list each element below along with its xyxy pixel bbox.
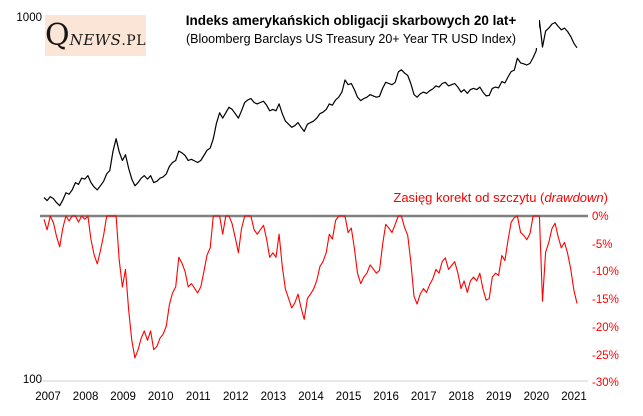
x-axis-tick: 2014	[298, 391, 324, 403]
x-axis-tick: 2010	[147, 391, 174, 403]
x-axis-tick: 2012	[223, 391, 249, 403]
y-axis-tick-top: 1000	[16, 12, 42, 24]
right-axis-tick: -25%	[592, 349, 619, 362]
right-axis-tick: -15%	[592, 294, 619, 307]
logo-q-letter: Q	[44, 18, 70, 53]
x-axis-tick: 2008	[72, 391, 99, 403]
right-axis-tick: -30%	[592, 377, 619, 390]
qnews-logo: Q NEWS .PL	[45, 15, 146, 56]
x-axis-tick: 2021	[561, 391, 587, 403]
x-axis-tick: 2020	[523, 391, 550, 403]
y-axis-tick-bottom: 100	[22, 374, 42, 386]
x-axis-tick: 2009	[110, 391, 136, 403]
drawdown-line-series	[43, 215, 578, 359]
right-axis-tick: -20%	[592, 321, 619, 334]
index-line-series	[43, 19, 578, 207]
right-axis-tick: 0%	[592, 211, 609, 223]
x-axis-tick: 2019	[486, 391, 512, 403]
drawdown-series-label: Zasięg korekt od szczytu (drawdown)	[325, 190, 608, 206]
x-axis-tick: 2007	[35, 391, 61, 403]
x-axis-tick: 2018	[448, 391, 475, 403]
logo-pl-text: .PL	[121, 33, 147, 49]
drawdown-label-italic: drawdown	[544, 190, 604, 205]
right-axis-tick: -10%	[592, 266, 619, 279]
drawdown-label-prefix: Zasięg korekt od szczytu (	[393, 190, 545, 205]
x-axis-tick: 2016	[373, 391, 399, 403]
x-axis-tick: 2015	[335, 391, 362, 403]
chart-title-block: Indeks amerykańskich obligacji skarbowyc…	[163, 11, 539, 48]
x-axis-tick: 2011	[185, 391, 211, 403]
logo-news-text: NEWS	[69, 31, 122, 49]
chart-subtitle: (Bloomberg Barclays US Treasury 20+ Year…	[185, 32, 517, 46]
chart-title: Indeks amerykańskich obligacji skarbowyc…	[185, 13, 517, 28]
x-axis-tick: 2013	[260, 391, 287, 403]
x-axis-tick: 2017	[410, 391, 437, 403]
right-axis-tick: -5%	[592, 238, 613, 251]
drawdown-label-suffix: )	[603, 190, 608, 205]
